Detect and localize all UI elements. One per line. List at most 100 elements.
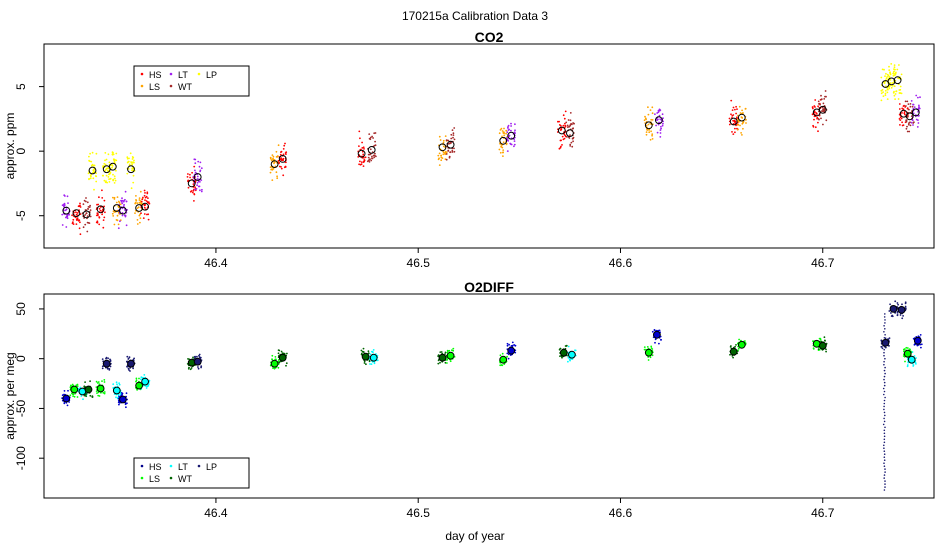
co2-data-point: [186, 176, 189, 178]
co2-data-point: [113, 198, 116, 200]
o2diff-data-point: [135, 379, 138, 382]
o2diff-data-point: [904, 302, 907, 305]
o2diff-data-point: [72, 395, 74, 397]
co2-data-point: [442, 139, 445, 142]
co2-data-point: [901, 107, 904, 110]
o2diff-data-point: [189, 368, 192, 371]
co2-data-point: [187, 173, 189, 175]
co2-data-point: [906, 130, 909, 133]
co2-data-point: [901, 112, 903, 114]
co2-data-point: [744, 107, 747, 110]
o2diff-spike-point: [883, 369, 886, 372]
co2-mean-marker: [193, 173, 202, 181]
o2diff-spike-point: [884, 322, 886, 324]
co2-data-point: [506, 131, 509, 134]
o2diff-spike-point: [883, 411, 886, 414]
co2-data-point: [733, 120, 736, 123]
o2diff-mean-marker: [881, 338, 890, 347]
o2diff-spike-point: [883, 444, 885, 447]
co2-data-point: [135, 199, 138, 202]
co2-data-point: [819, 103, 821, 106]
o2diff-data-point: [145, 387, 148, 389]
o2diff-legend-wt: WT: [178, 474, 192, 484]
o2diff-data-point: [285, 364, 287, 367]
o2diff-spike-point: [883, 354, 885, 357]
co2-data-point: [813, 111, 816, 114]
co2-data-point: [881, 68, 884, 71]
co2-data-point: [656, 119, 658, 122]
co2-data-point: [61, 224, 64, 226]
co2-data-point: [103, 205, 105, 208]
o2diff-panel: O2DIFF 46.4 46.5 46.6 46.7 -100 -50 0 50 approx…: [3, 279, 935, 520]
co2-data-point: [660, 127, 662, 130]
o2diff-data-point: [66, 404, 69, 407]
o2diff-legend-hs-marker: [140, 464, 144, 468]
o2diff-data-point: [196, 355, 198, 358]
co2-data-point: [499, 151, 502, 154]
co2-data-point: [734, 108, 736, 111]
co2-data-point: [453, 150, 456, 153]
o2diff-data-point: [124, 403, 127, 406]
o2diff-data-point: [280, 350, 283, 353]
co2-data-point: [79, 233, 82, 236]
o2diff-data-point: [646, 346, 649, 348]
o2diff-data-point: [128, 356, 131, 359]
o2diff-spike-point: [884, 313, 886, 315]
co2-data-point: [76, 212, 79, 214]
o2diff-data-point: [737, 347, 740, 350]
co2-data-point: [816, 117, 818, 120]
co2-data-point: [917, 122, 920, 124]
co2-data-point: [813, 118, 815, 121]
o2diff-data-point: [71, 392, 73, 395]
co2-data-point: [564, 110, 567, 113]
co2-data-point: [731, 109, 734, 111]
co2-data-point: [123, 199, 125, 202]
co2-data-point: [78, 205, 81, 208]
o2diff-data-point: [437, 362, 440, 365]
co2-data-point: [741, 134, 743, 136]
co2-data-point: [280, 166, 282, 168]
co2-data-point: [736, 128, 739, 131]
co2-data-point: [131, 169, 133, 172]
o2diff-mean-marker: [102, 359, 111, 368]
co2-data-point: [63, 204, 66, 207]
o2diff-data-point: [447, 350, 449, 353]
co2-data-point: [888, 87, 891, 90]
co2-data-point: [362, 146, 365, 149]
co2-mean-marker: [893, 76, 902, 85]
co2-data-point: [121, 214, 124, 217]
co2-data-point: [887, 74, 890, 77]
co2-data-point: [96, 221, 99, 224]
co2-data-point: [645, 133, 648, 136]
o2diff-data-point: [71, 383, 74, 386]
o2diff-data-point: [125, 406, 127, 409]
co2-data-point: [144, 199, 146, 202]
o2diff-spike-point: [883, 429, 886, 432]
o2diff-spike-point: [883, 375, 886, 378]
co2-data-point: [138, 202, 141, 204]
co2-data-point: [905, 120, 908, 123]
o2diff-data-point: [904, 360, 906, 363]
o2diff-spike-point: [883, 477, 885, 479]
co2-data-point: [649, 138, 652, 141]
co2-data-point: [513, 131, 516, 134]
o2diff-data-point: [643, 346, 646, 348]
co2-data-point: [437, 154, 440, 157]
co2-data-point: [67, 202, 69, 205]
co2-data-point: [513, 143, 516, 146]
co2-data-point: [447, 149, 450, 152]
co2-data-point: [121, 197, 123, 200]
co2-data-point: [363, 157, 365, 159]
co2-data-point: [125, 200, 128, 203]
co2-data-point: [131, 167, 134, 170]
co2-data-point: [659, 136, 662, 138]
co2-data-point: [444, 152, 446, 155]
co2-data-point: [507, 127, 509, 129]
o2diff-data-point: [902, 315, 904, 317]
o2diff-legend-lt: LT: [178, 462, 188, 472]
co2-data-point: [104, 159, 106, 162]
co2-data-point: [192, 189, 195, 192]
co2-data-point: [276, 156, 279, 158]
o2diff-spike-point: [883, 447, 885, 450]
